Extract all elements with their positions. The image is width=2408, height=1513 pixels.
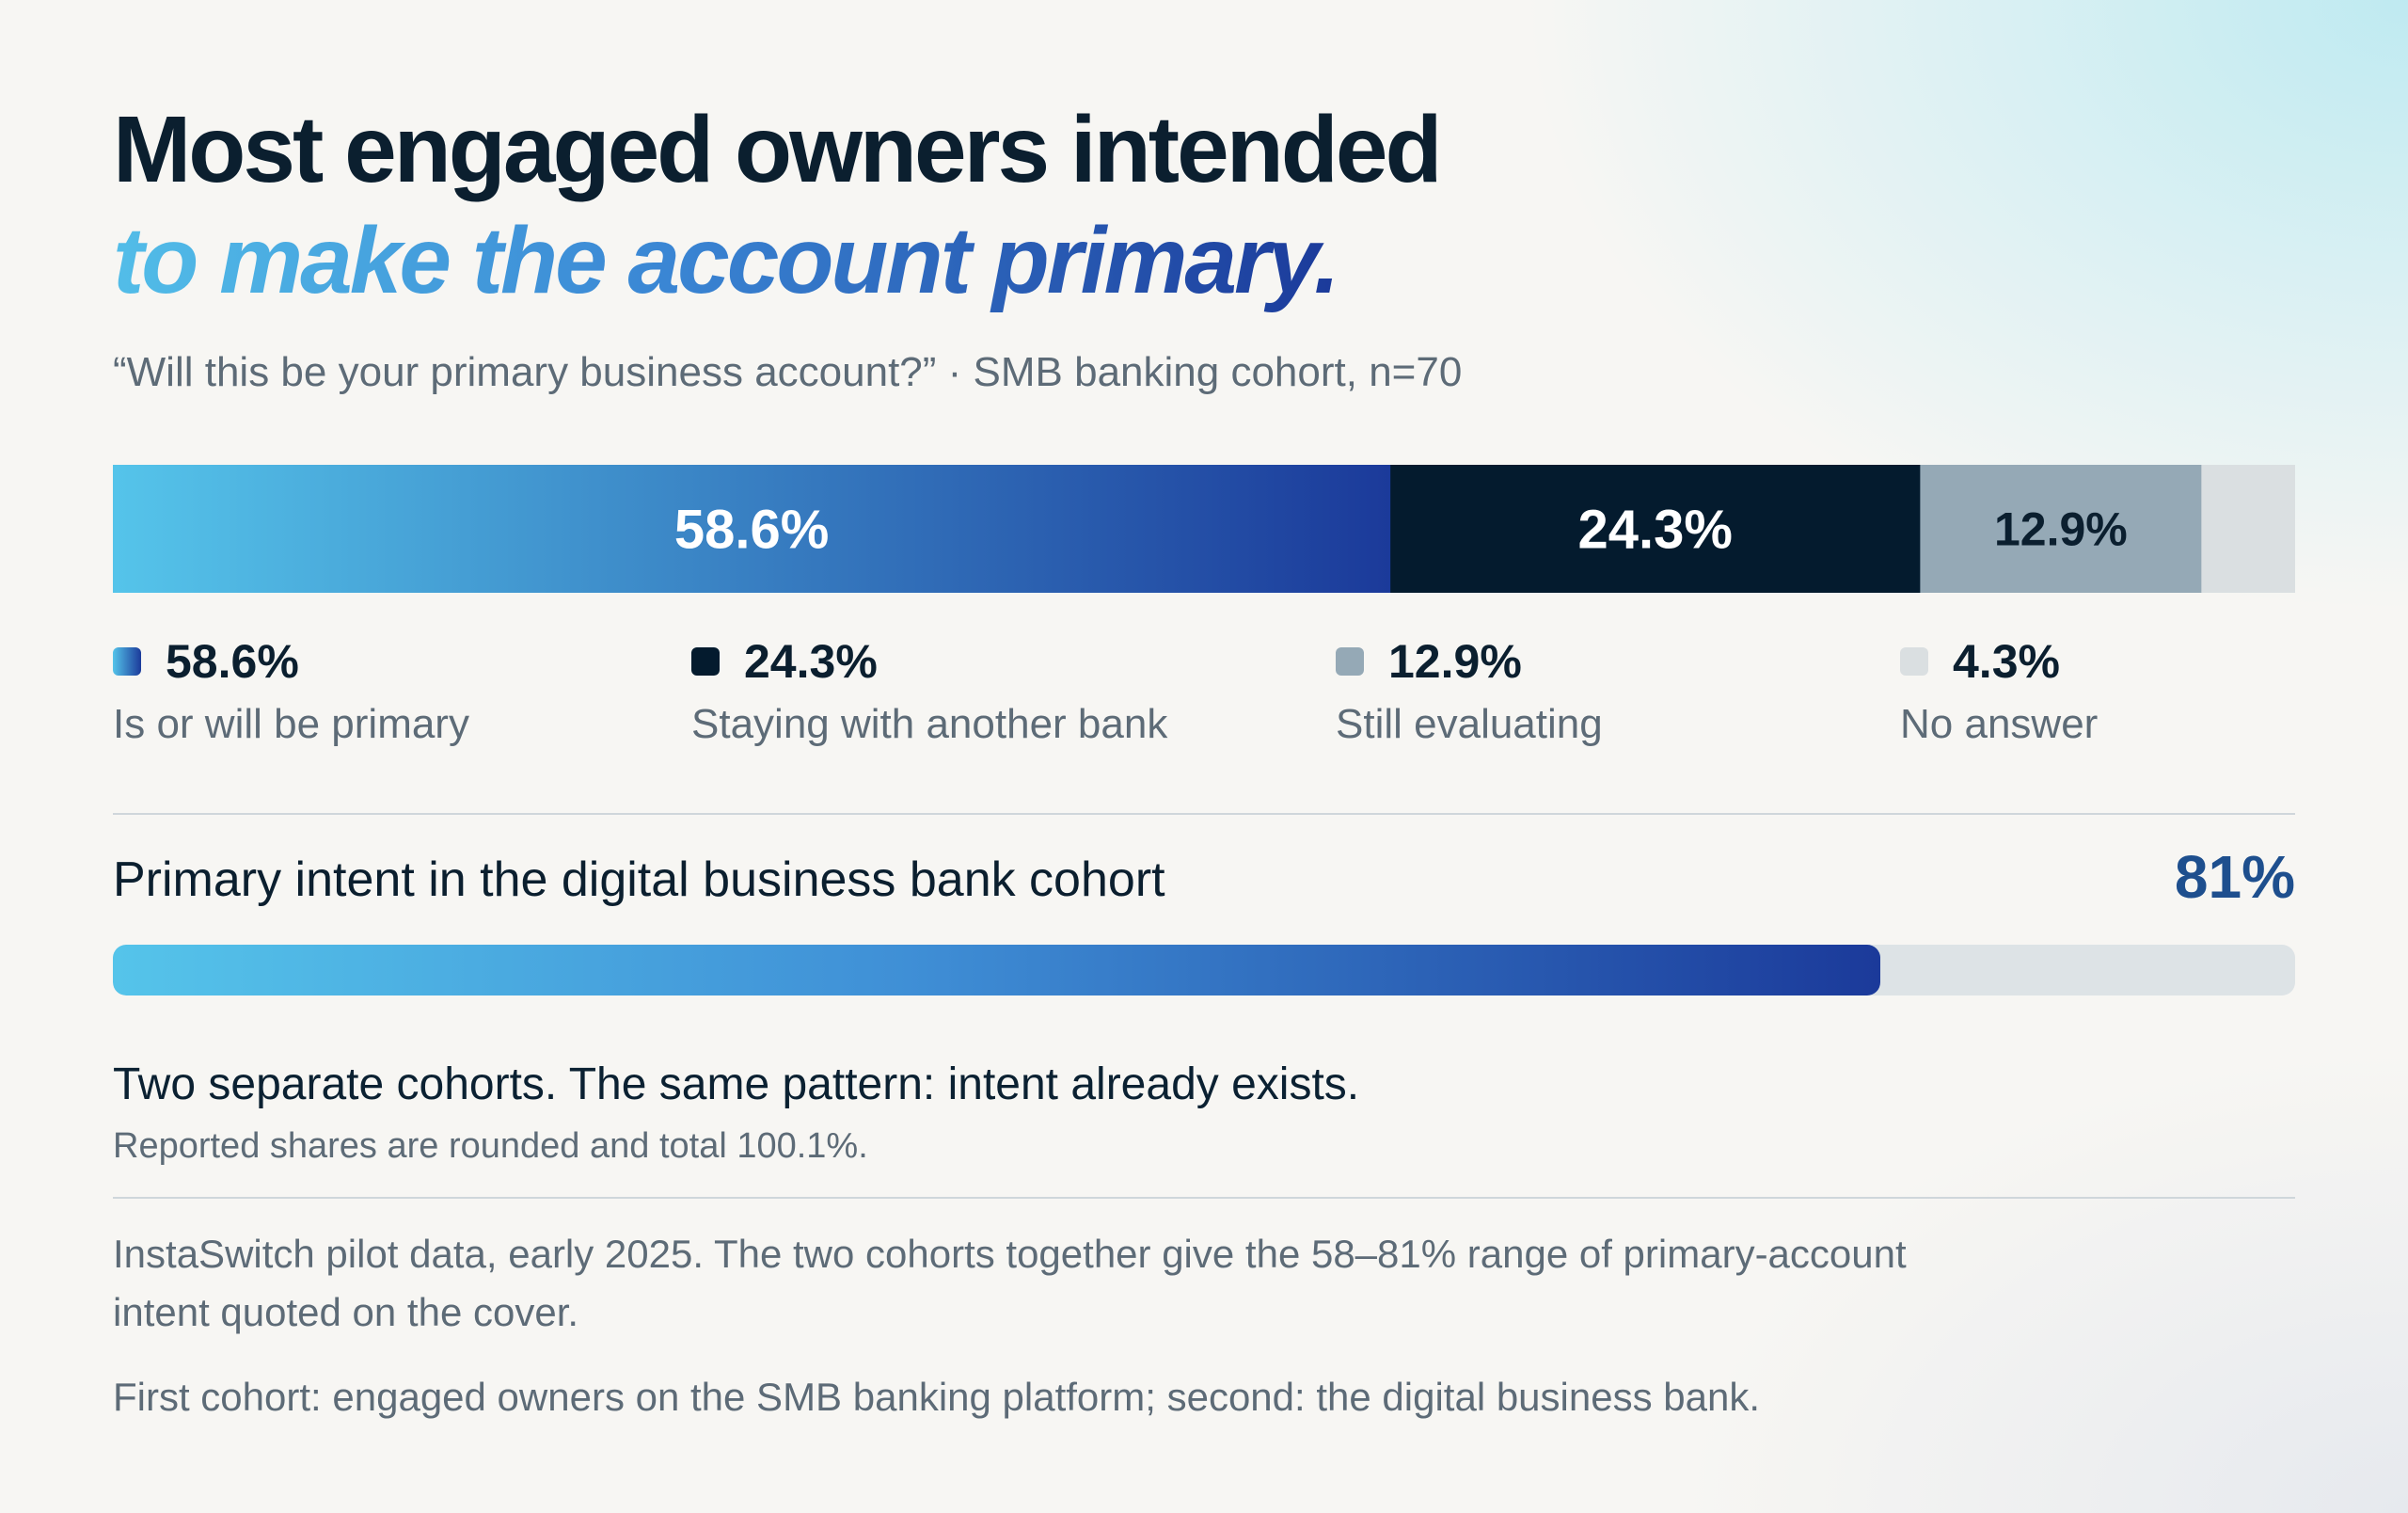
legend-label-primary: Is or will be primary xyxy=(113,701,469,747)
legend-label-another-bank: Staying with another bank xyxy=(691,701,1168,747)
divider-top xyxy=(113,813,2295,815)
source-note-1: InstaSwitch pilot data, early 2025. The … xyxy=(113,1232,1907,1334)
legend-item-another-bank: 24.3% Staying with another bank xyxy=(691,630,1167,753)
legend-value-no-answer: 4.3% xyxy=(1953,635,2060,688)
divider-bottom xyxy=(113,1197,2295,1199)
cohort-progress-bar xyxy=(113,945,2295,995)
note-sub: Reported shares are rounded and total 10… xyxy=(113,1126,868,1166)
legend-value-evaluating: 12.9% xyxy=(1388,635,1522,688)
stack-segment-primary xyxy=(113,465,1391,593)
stack-label-evaluating: 12.9% xyxy=(1994,503,2128,556)
legend-swatch-another-bank xyxy=(691,647,720,676)
note-main: Two separate cohorts. The same pattern: … xyxy=(113,1059,1360,1109)
title-line-2: to make the account primary. xyxy=(113,205,1340,316)
stack-label-primary: 58.6% xyxy=(674,499,829,560)
title-line-1: Most engaged owners intended xyxy=(113,97,1443,202)
cohort-progress-fill xyxy=(113,945,1881,995)
legend-label-evaluating: Still evaluating xyxy=(1336,701,1603,747)
legend-item-no-answer: 4.3% No answer xyxy=(1900,630,2098,753)
cohort-header: Primary intent in the digital business b… xyxy=(113,842,2295,917)
source-notes: InstaSwitch pilot data, early 2025. The … xyxy=(113,1225,1994,1426)
chart-legend: 58.6% Is or will be primary 24.3% Staying w… xyxy=(113,630,2295,762)
note-block: Two separate cohorts. The same pattern: … xyxy=(113,1054,2295,1172)
stack-segment-another-bank xyxy=(1390,465,1921,593)
legend-item-primary: 58.6% Is or will be primary xyxy=(113,630,469,753)
stack-label-another-bank: 24.3% xyxy=(1578,499,1733,560)
stacked-bar-chart: 58.6% 24.3% 12.9% xyxy=(113,465,2295,593)
legend-swatch-no-answer xyxy=(1900,647,1928,676)
legend-swatch-primary xyxy=(113,647,141,676)
chart-subtitle: “Will this be your primary business acco… xyxy=(113,349,1463,395)
source-note-2: First cohort: engaged owners on the SMB … xyxy=(113,1375,1760,1419)
stack-segment-evaluating xyxy=(1920,465,2202,593)
legend-swatch-evaluating xyxy=(1336,647,1364,676)
cohort-label: Primary intent in the digital business b… xyxy=(113,852,1165,907)
legend-value-primary: 58.6% xyxy=(166,635,299,688)
legend-item-evaluating: 12.9% Still evaluating xyxy=(1336,630,1603,753)
stacked-bar-svg: 58.6% 24.3% 12.9% xyxy=(113,465,2295,593)
cohort-value: 81% xyxy=(2174,843,2295,911)
legend-value-another-bank: 24.3% xyxy=(744,635,878,688)
page-title: Most engaged owners intended to make the… xyxy=(113,94,2295,316)
legend-label-no-answer: No answer xyxy=(1900,701,2099,747)
stack-segment-no-answer xyxy=(2201,465,2295,593)
